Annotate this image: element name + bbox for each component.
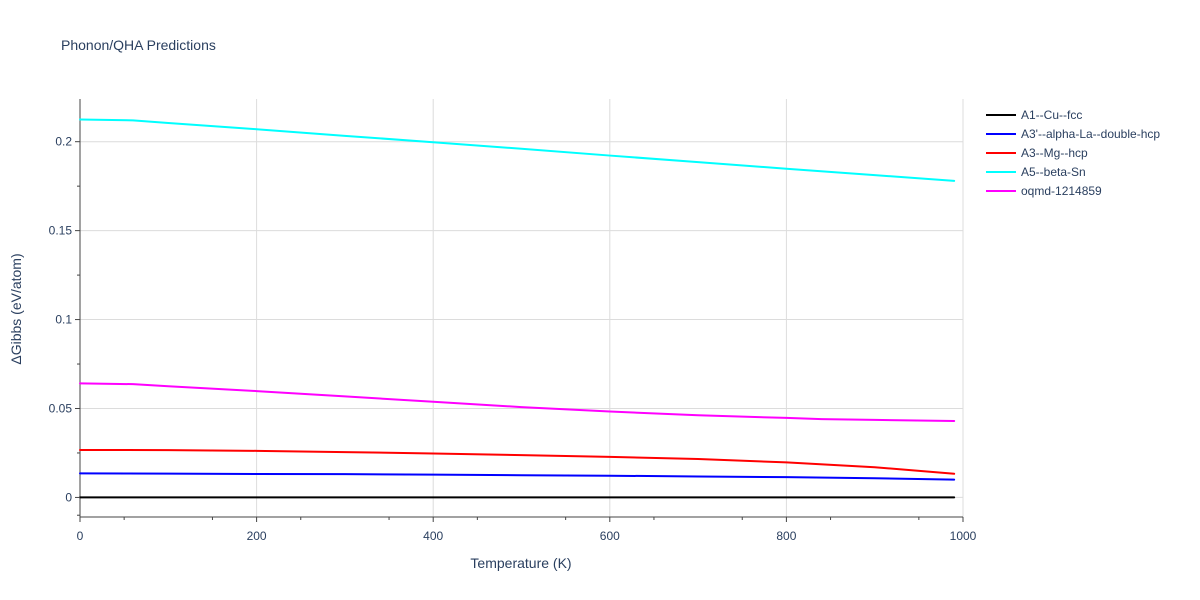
legend-label: A1--Cu--fcc bbox=[1021, 108, 1082, 122]
series-line-a3-alpha-la-double-hcp[interactable] bbox=[79, 472, 956, 481]
legend[interactable]: A1--Cu--fcc A3'--alpha-La--double-hcp A3--… bbox=[986, 108, 1160, 198]
x-axis-title: Temperature (K) bbox=[470, 555, 571, 571]
x-tick-label: 800 bbox=[776, 529, 796, 543]
y-tick-label: 0.1 bbox=[55, 313, 72, 327]
x-tick-label: 400 bbox=[423, 529, 443, 543]
x-tick-label: 200 bbox=[247, 529, 267, 543]
y-tick-label: 0.2 bbox=[55, 135, 72, 149]
legend-item-a1-cu-fcc[interactable]: A1--Cu--fcc bbox=[986, 108, 1082, 122]
axes-layer bbox=[79, 99, 963, 518]
series-line-a5-beta-sn[interactable] bbox=[79, 118, 956, 182]
series-layer bbox=[79, 118, 956, 499]
legend-item-a3-alpha-la-double-hcp[interactable]: A3'--alpha-La--double-hcp bbox=[986, 127, 1160, 141]
series-line-a3-mg-hcp[interactable] bbox=[79, 448, 956, 475]
x-tick-label: 1000 bbox=[950, 529, 977, 543]
legend-label: oqmd-1214859 bbox=[1021, 184, 1102, 198]
x-tick-label: 0 bbox=[77, 529, 84, 543]
legend-item-a5-beta-sn[interactable]: A5--beta-Sn bbox=[986, 165, 1086, 179]
y-tick-label: 0.15 bbox=[49, 224, 73, 238]
legend-item-a3-mg-hcp[interactable]: A3--Mg--hcp bbox=[986, 146, 1088, 160]
y-tick-label: 0.05 bbox=[49, 401, 73, 415]
chart-title: Phonon/QHA Predictions bbox=[61, 37, 216, 53]
x-tick-label: 600 bbox=[600, 529, 620, 543]
legend-label: A5--beta-Sn bbox=[1021, 165, 1086, 179]
ticks-layer: 0 200 400 600 800 1000 0 0.05 0.1 0.15 0.2 bbox=[49, 135, 977, 543]
legend-label: A3'--alpha-La--double-hcp bbox=[1021, 127, 1160, 141]
legend-item-oqmd-1214859[interactable]: oqmd-1214859 bbox=[986, 184, 1102, 198]
legend-label: A3--Mg--hcp bbox=[1021, 146, 1088, 160]
y-axis-title: ΔGibbs (eV/atom) bbox=[8, 253, 24, 364]
y-tick-label: 0 bbox=[65, 490, 72, 504]
series-line-oqmd-1214859[interactable] bbox=[79, 382, 956, 422]
